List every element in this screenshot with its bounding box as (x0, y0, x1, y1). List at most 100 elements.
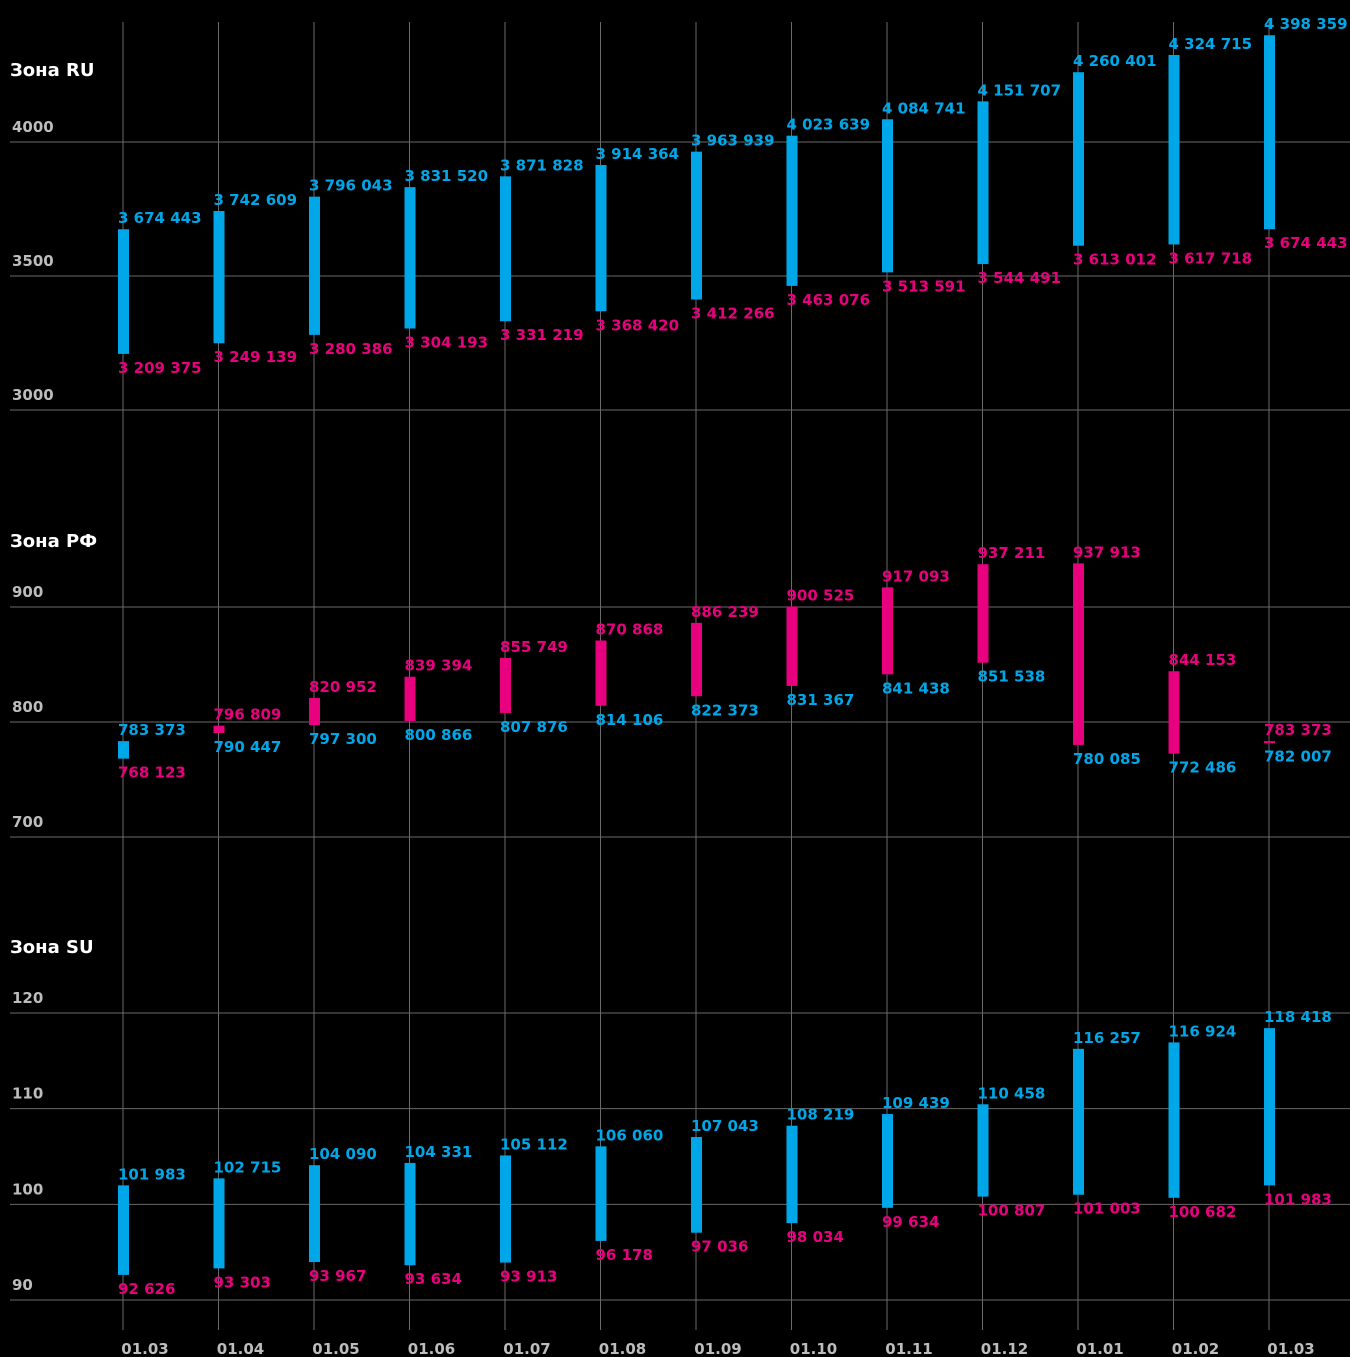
min-value-label: 93 967 (309, 1267, 366, 1285)
range-bar (500, 657, 511, 713)
max-value-label: 102 715 (214, 1158, 282, 1176)
x-tick-label: 01.05 (312, 1340, 359, 1357)
min-value-label: 3 368 420 (596, 316, 680, 334)
range-bar (691, 622, 702, 697)
range-bar (404, 676, 416, 722)
range-bar (977, 564, 989, 663)
max-value-label: 104 331 (405, 1143, 473, 1161)
max-value-label: 4 023 639 (787, 116, 871, 134)
max-value-label: 839 394 (405, 657, 473, 675)
x-tick-label: 01.11 (885, 1340, 932, 1357)
range-bar (404, 187, 416, 329)
y-tick-label: 900 (12, 583, 43, 601)
max-value-label: 4 151 707 (978, 81, 1062, 99)
range-bar (309, 1165, 320, 1263)
y-tick-label: 4000 (12, 118, 54, 136)
min-value-label: 822 373 (691, 701, 759, 719)
max-value-label: 109 439 (882, 1094, 950, 1112)
max-value-label: 844 153 (1169, 651, 1237, 669)
panel-1: Зона RU 3000 3500 4000 3 674 443 3 209 375 3 7… (10, 15, 1350, 411)
min-value-label: 92 626 (118, 1280, 175, 1298)
min-value-label: 3 209 375 (118, 359, 202, 377)
min-value-label: 3 463 076 (787, 291, 871, 309)
min-value-label: 96 178 (596, 1246, 653, 1264)
range-bar (500, 176, 511, 322)
range-bar (595, 1146, 607, 1241)
range-bar (213, 210, 225, 344)
x-tick-label: 01.09 (694, 1340, 741, 1357)
min-value-label: 101 983 (1264, 1190, 1332, 1208)
x-tick-label: 01.04 (217, 1340, 264, 1357)
range-bar (1168, 54, 1180, 245)
range-bar (882, 1114, 893, 1208)
range-bar (882, 119, 893, 273)
y-tick-label: 3500 (12, 252, 54, 270)
x-tick-label: 01.02 (1172, 1340, 1219, 1357)
range-bar (1073, 72, 1084, 246)
range-bar (1073, 1048, 1084, 1195)
min-value-label: 851 538 (978, 668, 1046, 686)
max-value-label: 3 963 939 (691, 132, 775, 150)
x-tick-label: 01.08 (599, 1340, 646, 1357)
max-value-label: 105 112 (500, 1135, 568, 1153)
min-value-label: 98 034 (787, 1228, 844, 1246)
range-bar (691, 1136, 702, 1233)
min-value-label: 3 544 491 (978, 269, 1062, 287)
min-value-label: 101 003 (1073, 1200, 1141, 1218)
range-bar (213, 725, 225, 733)
max-value-label: 101 983 (118, 1165, 186, 1183)
y-tick-label: 120 (12, 989, 43, 1007)
max-value-label: 104 090 (309, 1145, 377, 1163)
min-value-label: 814 106 (596, 711, 664, 729)
range-bar (404, 1162, 416, 1266)
panel-2: Зона РФ 700 800 900 783 373 768 123 796 809 790… (10, 531, 1350, 838)
min-value-label: 797 300 (309, 730, 377, 748)
max-value-label: 900 525 (787, 586, 855, 604)
min-value-label: 3 331 219 (500, 326, 584, 344)
y-tick-label: 3000 (12, 386, 54, 404)
max-value-label: 820 952 (309, 678, 377, 696)
range-bar (595, 164, 607, 312)
max-value-label: 106 060 (596, 1126, 664, 1144)
max-value-label: 116 924 (1169, 1022, 1237, 1040)
max-value-label: 3 796 043 (309, 177, 393, 195)
min-value-label: 800 866 (405, 726, 473, 744)
max-value-label: 3 674 443 (118, 209, 202, 227)
panel-3: Зона SU 90 100 110 120 101 983 92 626 102 715 93… (10, 937, 1350, 1301)
y-tick-label: 90 (12, 1276, 33, 1294)
min-value-label: 93 303 (214, 1273, 271, 1291)
max-value-label: 4 084 741 (882, 99, 966, 117)
range-bar (786, 606, 798, 686)
min-value-label: 3 249 139 (214, 348, 298, 366)
max-value-label: 4 324 715 (1169, 35, 1253, 53)
range-bar (118, 229, 129, 354)
max-value-label: 4 260 401 (1073, 52, 1157, 70)
range-bar (1168, 1042, 1180, 1198)
max-value-label: 110 458 (978, 1084, 1046, 1102)
min-value-label: 3 304 193 (405, 333, 489, 351)
x-tick-label: 01.03 (1267, 1340, 1314, 1357)
min-value-label: 100 682 (1169, 1203, 1237, 1221)
max-value-label: 3 742 609 (214, 191, 298, 209)
max-value-label: 107 043 (691, 1117, 759, 1135)
panel-title: Зона SU (10, 937, 94, 958)
x-tick-label: 01.03 (121, 1340, 168, 1357)
min-value-label: 3 617 718 (1169, 249, 1253, 267)
min-value-label: 772 486 (1169, 759, 1237, 777)
panel-title: Зона RU (10, 60, 94, 81)
range-bar (786, 135, 798, 286)
range-bar (977, 1104, 989, 1197)
range-bar (882, 587, 893, 675)
y-tick-label: 700 (12, 813, 43, 831)
max-value-label: 4 398 359 (1264, 15, 1348, 33)
max-value-label: 870 868 (596, 621, 664, 639)
min-value-label: 3 674 443 (1264, 234, 1348, 252)
max-value-label: 855 749 (500, 638, 568, 656)
range-bar (691, 151, 702, 300)
x-tick-label: 01.07 (503, 1340, 550, 1357)
min-value-label: 841 438 (882, 679, 950, 697)
max-value-label: 783 373 (118, 721, 186, 739)
min-value-label: 831 367 (787, 691, 855, 709)
range-bar (1264, 741, 1275, 744)
